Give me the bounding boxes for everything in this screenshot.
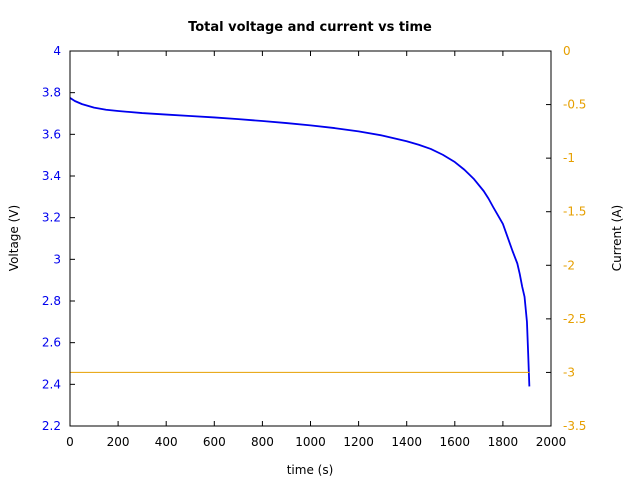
plot-area: 0 200 400 600 800 1000 1200 1400 1600 1800 2000 2.2… [42,44,587,449]
x-tick-label: 1000 [295,435,326,449]
x-tick-label: 1400 [391,435,422,449]
x-axis-label: time (s) [287,463,334,477]
y-right-tick-label: -2 [563,258,575,272]
y-right-tick-label: -1 [563,151,575,165]
x-tick-label: 400 [155,435,178,449]
chart-title: Total voltage and current vs time [188,20,432,35]
x-tick-label: 800 [251,435,274,449]
y-right-tick-label: -3.5 [563,419,586,433]
x-tick-label: 2000 [536,435,567,449]
y-axis-right-label: Current (A) [610,205,624,271]
y-right-tick-label: -0.5 [563,98,586,112]
plot-frame [69,50,552,427]
y-left-tick-label: 3 [53,252,61,266]
y-left-tick-label: 2.2 [42,419,61,433]
x-tick-label: 0 [66,435,74,449]
y-left-tick-label: 2.8 [42,294,61,308]
y-right-tick-label: 0 [563,44,571,58]
y-left-tick-label: 4 [53,44,61,58]
y-left-tick-label: 3.6 [42,127,61,141]
x-tick-label: 200 [107,435,130,449]
y-left-tick-label: 3.2 [42,211,61,225]
voltage-series-line [69,97,531,387]
y-right-tick-label: -3 [563,365,575,379]
y-right-tick-label: -1.5 [563,205,586,219]
y-left-tick-label: 3.8 [42,86,61,100]
y-left-tick-label: 3.4 [42,169,61,183]
y-left-tick-label: 2.6 [42,336,61,350]
x-tick-label: 1600 [440,435,471,449]
x-tick-label: 600 [203,435,226,449]
y-right-tick-label: -2.5 [563,312,586,326]
x-tick-label: 1800 [488,435,519,449]
x-tick-label: 1200 [343,435,374,449]
y-left-tick-label: 2.4 [42,377,61,391]
y-axis-left-label: Voltage (V) [7,205,21,271]
